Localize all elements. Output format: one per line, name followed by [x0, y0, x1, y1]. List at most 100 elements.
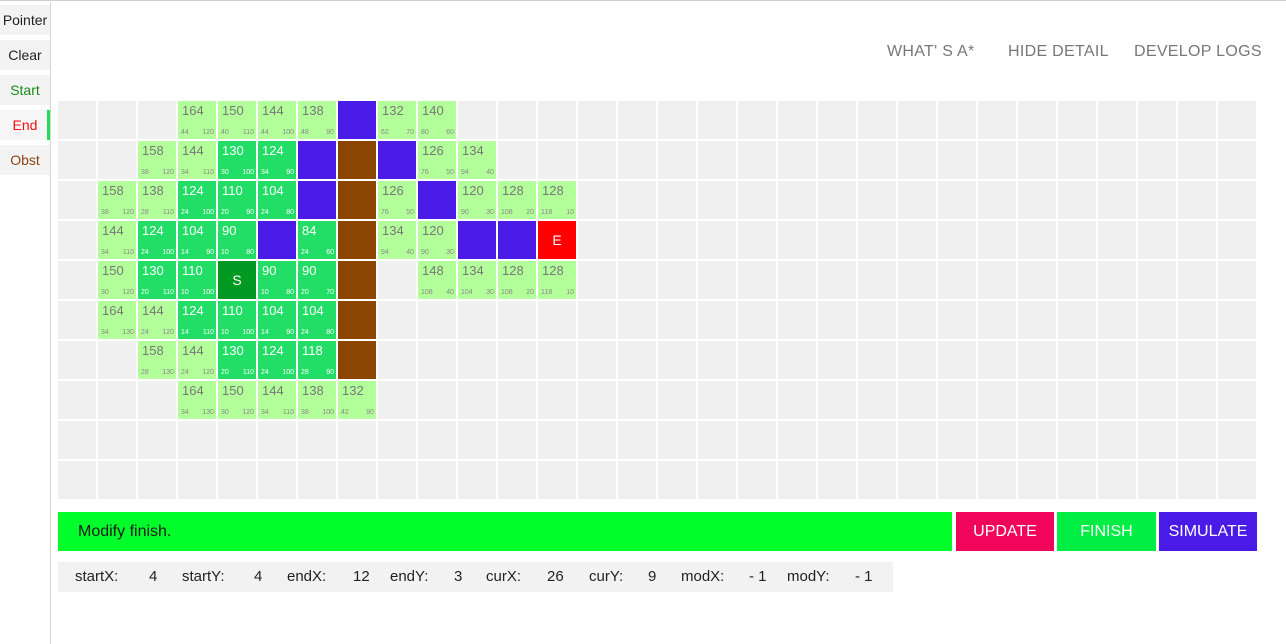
- grid-cell-empty[interactable]: [778, 301, 816, 339]
- grid-cell-open[interactable]: 158 38 120: [138, 141, 176, 179]
- grid-cell-empty[interactable]: [658, 261, 696, 299]
- grid-cell-empty[interactable]: [738, 261, 776, 299]
- grid-cell-obstacle[interactable]: [338, 341, 376, 379]
- pathfinding-grid[interactable]: 164 44 120 150 40 110 144 44 100 138 48 90 132 62 70 14…: [58, 101, 1256, 500]
- grid-cell-empty[interactable]: [1138, 461, 1176, 499]
- grid-cell-empty[interactable]: [58, 181, 96, 219]
- grid-cell-empty[interactable]: [1098, 141, 1136, 179]
- grid-cell-empty[interactable]: [378, 461, 416, 499]
- grid-cell-empty[interactable]: [898, 181, 936, 219]
- grid-cell-empty[interactable]: [978, 101, 1016, 139]
- grid-cell-empty[interactable]: [738, 301, 776, 339]
- grid-cell-empty[interactable]: [1218, 301, 1256, 339]
- grid-cell-empty[interactable]: [658, 301, 696, 339]
- grid-cell-empty[interactable]: [98, 341, 136, 379]
- grid-cell-open[interactable]: 138 28 110: [138, 181, 176, 219]
- grid-cell-empty[interactable]: [1138, 181, 1176, 219]
- grid-cell-empty[interactable]: [818, 261, 856, 299]
- grid-cell-open[interactable]: 138 48 90: [298, 101, 336, 139]
- grid-cell-closed[interactable]: 124 14 110: [178, 301, 216, 339]
- grid-cell-empty[interactable]: [778, 421, 816, 459]
- grid-cell-empty[interactable]: [738, 141, 776, 179]
- grid-cell-empty[interactable]: [858, 181, 896, 219]
- grid-cell-empty[interactable]: [1098, 421, 1136, 459]
- grid-cell-closed[interactable]: 124 24 100: [258, 341, 296, 379]
- grid-cell-empty[interactable]: [738, 101, 776, 139]
- grid-cell-open[interactable]: 158 38 120: [98, 181, 136, 219]
- grid-cell-empty[interactable]: [818, 461, 856, 499]
- grid-cell-start[interactable]: S: [218, 261, 256, 299]
- grid-cell-empty[interactable]: [1218, 181, 1256, 219]
- grid-cell-open[interactable]: 128 118 10: [538, 181, 576, 219]
- grid-cell-empty[interactable]: [98, 381, 136, 419]
- grid-cell-open[interactable]: 126 76 50: [418, 141, 456, 179]
- grid-cell-obstacle[interactable]: [338, 181, 376, 219]
- grid-cell-empty[interactable]: [1018, 141, 1056, 179]
- grid-cell-obstacle[interactable]: [338, 141, 376, 179]
- grid-cell-empty[interactable]: [138, 381, 176, 419]
- grid-cell-empty[interactable]: [978, 181, 1016, 219]
- grid-cell-empty[interactable]: [138, 101, 176, 139]
- grid-cell-empty[interactable]: [618, 341, 656, 379]
- grid-cell-open[interactable]: 144 44 100: [258, 101, 296, 139]
- grid-cell-open[interactable]: 140 80 60: [418, 101, 456, 139]
- grid-cell-open[interactable]: 132 42 90: [338, 381, 376, 419]
- grid-cell-empty[interactable]: [1058, 461, 1096, 499]
- grid-cell-empty[interactable]: [938, 421, 976, 459]
- grid-cell-empty[interactable]: [938, 261, 976, 299]
- grid-cell-empty[interactable]: [218, 461, 256, 499]
- grid-cell-empty[interactable]: [538, 341, 576, 379]
- grid-cell-empty[interactable]: [818, 221, 856, 259]
- grid-cell-empty[interactable]: [578, 141, 616, 179]
- grid-cell-open[interactable]: 144 34 110: [258, 381, 296, 419]
- grid-cell-closed[interactable]: 130 30 100: [218, 141, 256, 179]
- grid-cell-closed[interactable]: 110 10 100: [218, 301, 256, 339]
- grid-cell-empty[interactable]: [1058, 261, 1096, 299]
- grid-cell-empty[interactable]: [1218, 341, 1256, 379]
- grid-cell-empty[interactable]: [418, 301, 456, 339]
- grid-cell-empty[interactable]: [578, 181, 616, 219]
- grid-cell-empty[interactable]: [978, 261, 1016, 299]
- grid-cell-empty[interactable]: [898, 141, 936, 179]
- grid-cell-empty[interactable]: [1018, 421, 1056, 459]
- grid-cell-empty[interactable]: [618, 301, 656, 339]
- grid-cell-empty[interactable]: [858, 141, 896, 179]
- grid-cell-empty[interactable]: [858, 341, 896, 379]
- grid-cell-empty[interactable]: [1218, 221, 1256, 259]
- grid-cell-empty[interactable]: [778, 341, 816, 379]
- grid-cell-empty[interactable]: [1058, 301, 1096, 339]
- grid-cell-empty[interactable]: [778, 181, 816, 219]
- grid-cell-open[interactable]: 150 40 110: [218, 101, 256, 139]
- grid-cell-empty[interactable]: [338, 461, 376, 499]
- grid-cell-closed[interactable]: 130 20 110: [218, 341, 256, 379]
- grid-cell-empty[interactable]: [538, 301, 576, 339]
- grid-cell-closed[interactable]: 90 10 80: [258, 261, 296, 299]
- grid-cell-empty[interactable]: [98, 101, 136, 139]
- grid-cell-empty[interactable]: [858, 421, 896, 459]
- grid-cell-empty[interactable]: [218, 421, 256, 459]
- grid-cell-empty[interactable]: [1098, 461, 1136, 499]
- grid-cell-empty[interactable]: [1218, 261, 1256, 299]
- grid-cell-empty[interactable]: [698, 461, 736, 499]
- grid-cell-empty[interactable]: [178, 461, 216, 499]
- grid-cell-empty[interactable]: [618, 261, 656, 299]
- grid-cell-wall[interactable]: [258, 221, 296, 259]
- grid-cell-empty[interactable]: [578, 261, 616, 299]
- grid-cell-empty[interactable]: [538, 381, 576, 419]
- grid-cell-wall[interactable]: [298, 141, 336, 179]
- grid-cell-wall[interactable]: [338, 101, 376, 139]
- tool-start[interactable]: Start: [0, 75, 50, 105]
- grid-cell-empty[interactable]: [538, 141, 576, 179]
- grid-cell-empty[interactable]: [858, 301, 896, 339]
- grid-cell-empty[interactable]: [1138, 261, 1176, 299]
- grid-cell-empty[interactable]: [658, 141, 696, 179]
- grid-cell-empty[interactable]: [498, 141, 536, 179]
- grid-cell-empty[interactable]: [98, 461, 136, 499]
- grid-cell-empty[interactable]: [258, 421, 296, 459]
- grid-cell-empty[interactable]: [1018, 341, 1056, 379]
- grid-cell-obstacle[interactable]: [338, 261, 376, 299]
- grid-cell-empty[interactable]: [1058, 101, 1096, 139]
- grid-cell-empty[interactable]: [1218, 381, 1256, 419]
- grid-cell-empty[interactable]: [1178, 261, 1216, 299]
- simulate-button[interactable]: SIMULATE: [1159, 512, 1257, 551]
